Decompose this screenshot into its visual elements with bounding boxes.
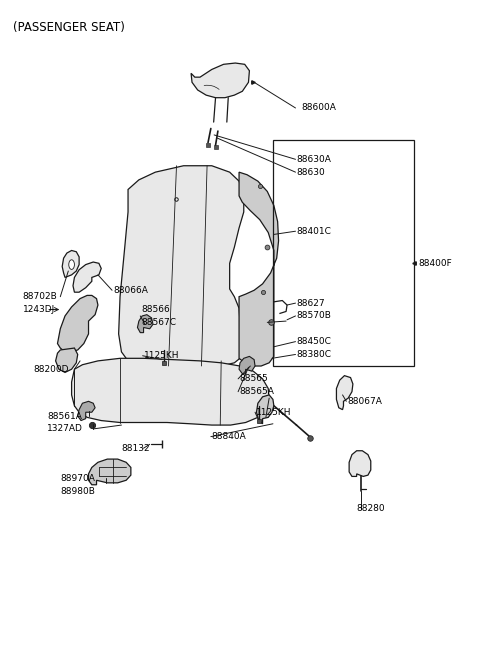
Text: 88566: 88566 xyxy=(141,305,170,314)
Text: (PASSENGER SEAT): (PASSENGER SEAT) xyxy=(13,21,125,33)
Text: 1125KH: 1125KH xyxy=(256,407,291,417)
Text: 88702B: 88702B xyxy=(23,292,58,301)
Polygon shape xyxy=(119,166,244,369)
Polygon shape xyxy=(239,172,278,366)
Text: 88450C: 88450C xyxy=(297,337,331,346)
Polygon shape xyxy=(239,356,255,374)
Text: 1125KH: 1125KH xyxy=(144,351,179,360)
Text: 88067A: 88067A xyxy=(347,397,382,406)
Polygon shape xyxy=(58,295,98,352)
Polygon shape xyxy=(73,262,101,292)
Text: 88970A: 88970A xyxy=(60,474,95,483)
Bar xyxy=(273,140,414,366)
Text: 88561A: 88561A xyxy=(47,411,82,421)
Text: 88627: 88627 xyxy=(297,299,325,308)
Text: 88565: 88565 xyxy=(239,375,268,383)
Text: 88980B: 88980B xyxy=(60,487,95,496)
Text: 1327AD: 1327AD xyxy=(47,424,83,434)
Text: 88630A: 88630A xyxy=(297,155,331,164)
Polygon shape xyxy=(78,402,95,421)
Polygon shape xyxy=(336,375,353,409)
Text: 88380C: 88380C xyxy=(297,350,332,359)
Text: 88280: 88280 xyxy=(357,504,385,513)
Ellipse shape xyxy=(69,260,74,269)
Polygon shape xyxy=(349,451,371,476)
Text: 88630: 88630 xyxy=(297,168,325,177)
Text: 88567C: 88567C xyxy=(141,318,176,327)
Polygon shape xyxy=(72,358,269,425)
Polygon shape xyxy=(62,250,79,278)
Polygon shape xyxy=(256,395,274,424)
Text: 1243DJ: 1243DJ xyxy=(23,305,55,314)
Polygon shape xyxy=(56,348,78,373)
Text: 88200D: 88200D xyxy=(33,365,69,374)
Text: 88600A: 88600A xyxy=(301,103,336,113)
Text: 88066A: 88066A xyxy=(113,286,148,295)
Text: 88400F: 88400F xyxy=(419,259,453,268)
Text: 88840A: 88840A xyxy=(212,432,247,441)
Text: 88401C: 88401C xyxy=(297,227,331,236)
Text: 88565A: 88565A xyxy=(239,387,274,396)
Polygon shape xyxy=(191,63,250,98)
Polygon shape xyxy=(88,459,131,485)
Text: 88570B: 88570B xyxy=(297,311,331,320)
Polygon shape xyxy=(137,314,153,333)
Text: 88132: 88132 xyxy=(121,443,150,453)
